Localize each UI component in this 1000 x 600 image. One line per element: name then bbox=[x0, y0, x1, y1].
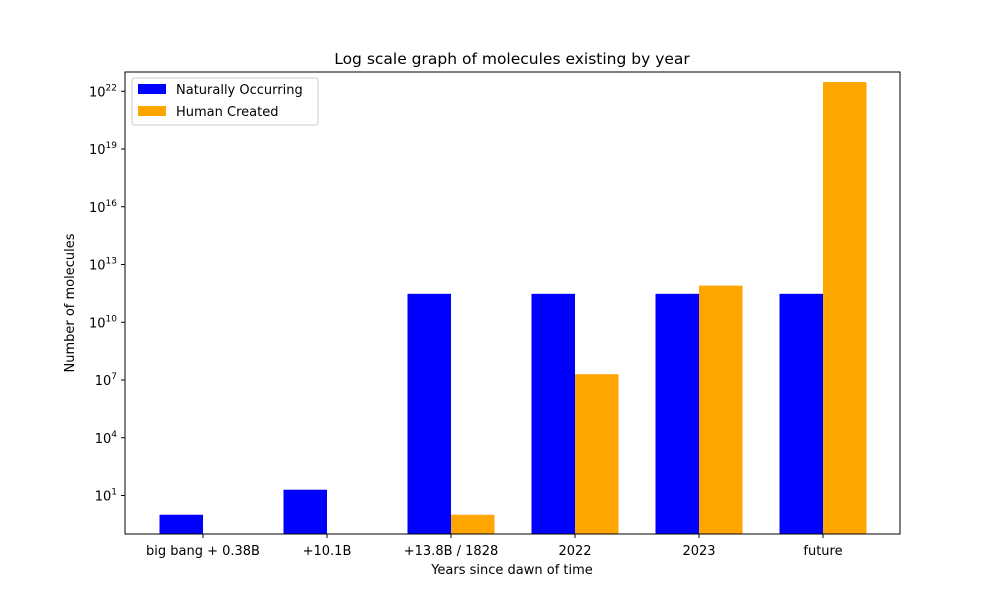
bar-human-created-4 bbox=[699, 285, 743, 534]
bar-naturally-occurring-5 bbox=[779, 293, 823, 534]
y-tick-label: 1019 bbox=[89, 141, 117, 158]
y-tick-label: 1022 bbox=[89, 83, 117, 100]
y-tick-label: 101 bbox=[95, 488, 117, 505]
bar-human-created-5 bbox=[823, 82, 867, 534]
bar-naturally-occurring-4 bbox=[655, 293, 699, 534]
y-tick-label: 1016 bbox=[89, 199, 117, 216]
x-tick-label: 2023 bbox=[682, 544, 715, 559]
x-tick-label: future bbox=[803, 544, 842, 559]
x-tick-label: +10.1B bbox=[303, 544, 352, 559]
x-tick-label: 2022 bbox=[558, 544, 591, 559]
bar-naturally-occurring-0 bbox=[159, 514, 203, 534]
y-tick-label: 1010 bbox=[89, 314, 117, 331]
legend-box bbox=[131, 77, 319, 126]
y-tick-label: 1013 bbox=[89, 257, 117, 274]
chart-title: Log scale graph of molecules existing by… bbox=[334, 50, 690, 68]
plot-frame bbox=[124, 71, 901, 535]
legend-swatch-human-created bbox=[138, 106, 166, 116]
bar-naturally-occurring-1 bbox=[283, 489, 327, 534]
bars-group bbox=[159, 82, 867, 534]
y-tick-label: 107 bbox=[95, 372, 117, 389]
x-tick-label: big bang + 0.38B bbox=[146, 544, 260, 559]
legend: Naturally Occurring Human Created bbox=[131, 77, 319, 126]
bar-naturally-occurring-3 bbox=[531, 293, 575, 534]
bar-human-created-2 bbox=[451, 514, 495, 534]
legend-label-human-created: Human Created bbox=[176, 105, 278, 120]
y-tick-label: 104 bbox=[95, 430, 118, 447]
y-axis: 101 104 107 1010 1013 1016 1019 1022 bbox=[89, 83, 125, 505]
x-tick-label: +13.8B / 1828 bbox=[404, 544, 499, 559]
x-axis-title: Years since dawn of time bbox=[430, 563, 593, 578]
legend-label-naturally-occurring: Naturally Occurring bbox=[176, 83, 303, 98]
y-axis-title: Number of molecules bbox=[63, 233, 78, 372]
bar-human-created-3 bbox=[575, 374, 619, 534]
x-axis: big bang + 0.38B +10.1B +13.8B / 1828 2022 2… bbox=[146, 534, 843, 559]
bar-naturally-occurring-2 bbox=[407, 293, 451, 534]
legend-swatch-naturally-occurring bbox=[138, 84, 166, 94]
